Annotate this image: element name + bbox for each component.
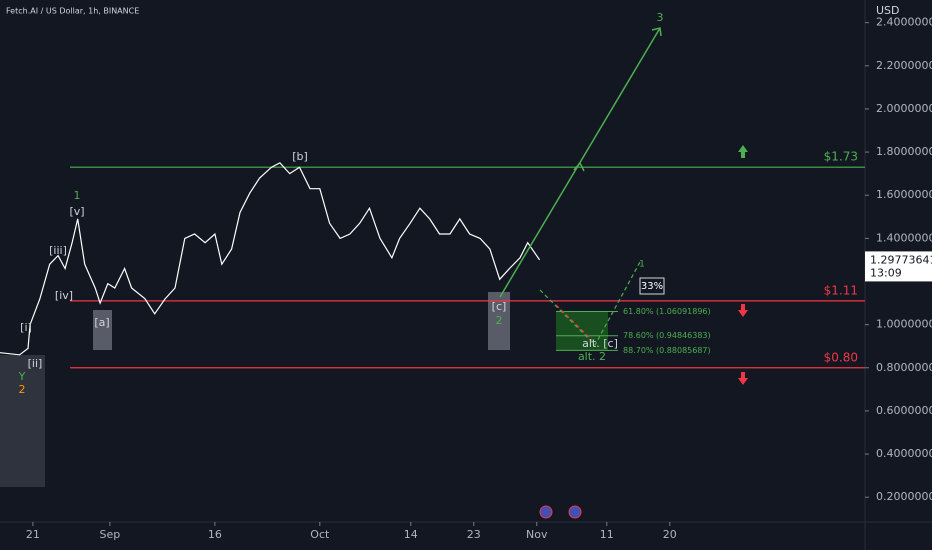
box [93,310,112,350]
x-tick-label: Oct [310,528,330,541]
x-tick-label: 23 [467,528,481,541]
x-tick-label: 16 [208,528,222,541]
y-tick-label: 1.40000000 [876,231,932,244]
price-line [0,162,541,356]
wave-label: Y [18,370,26,383]
probability-box [639,277,665,295]
y-tick-label: 1.60000000 [876,188,932,201]
event-icon[interactable] [539,505,553,519]
alt-path [555,304,593,341]
wave-label: [ii] [28,357,43,370]
event-icon[interactable] [568,505,582,519]
down-arrow [738,304,748,317]
y-tick-label: 1.00000000 [876,318,932,331]
fib-label: 88.70% (0.88085687) [623,346,711,355]
x-tick-label: Sep [100,528,121,541]
price-tag [865,251,932,282]
price-tag-value: 1.29773641 [870,253,932,266]
x-tick-label: 14 [404,528,418,541]
arrow-head [573,161,585,172]
y-tick-label: 1.80000000 [876,145,932,158]
y-tick-label: 0.40000000 [876,447,932,460]
arrow-head [651,27,662,37]
probability: 33% [641,281,663,292]
y-tick-label: 0.20000000 [876,490,932,503]
down-arrow [738,372,748,385]
y-tick-label: 2.20000000 [876,59,932,72]
wave-label: 2 [496,314,503,327]
fib-label: 61.80% (1.06091896) [623,307,711,316]
x-tick-label: 21 [26,528,40,541]
x-tick-label: 20 [663,528,677,541]
wave-label: 1 [74,189,81,202]
wave-label: [iii] [49,244,67,257]
y-tick-label: 0.60000000 [876,404,932,417]
level-label: $0.80 [824,350,858,364]
wave-label: [i] [20,321,32,334]
wave-label: [b] [292,150,308,163]
wave-label: [c] [492,300,507,313]
wave-label: [v] [69,205,84,218]
wave-label: alt. 2 [578,350,606,363]
level-label: $1.73 [824,150,858,164]
wave-label: [iv] [55,289,73,302]
y-tick-label: 2.40000000 [876,16,932,29]
wave-label: 2 [19,383,26,396]
wave-label: 3 [657,11,664,24]
box [0,355,45,487]
y-tick-label: 0.80000000 [876,361,932,374]
y-tick-label: 2.00000000 [876,102,932,115]
fib-label: 78.60% (0.94846383) [623,331,711,340]
up-arrow [738,145,748,158]
wave-label: [a] [94,316,109,329]
level-label: $1.11 [824,283,858,297]
alt-path [539,261,641,346]
box [488,292,510,350]
x-tick-label: Nov [526,528,548,541]
price-tag-countdown: 13:09 [870,266,902,279]
currency: USD [876,4,900,17]
wave-label: 1 [639,260,645,270]
chart-title: Fetch.AI / US Dollar, 1h, BINANCE [6,7,139,16]
wave-label: alt. [c] [582,337,618,350]
x-tick-label: 11 [600,528,614,541]
